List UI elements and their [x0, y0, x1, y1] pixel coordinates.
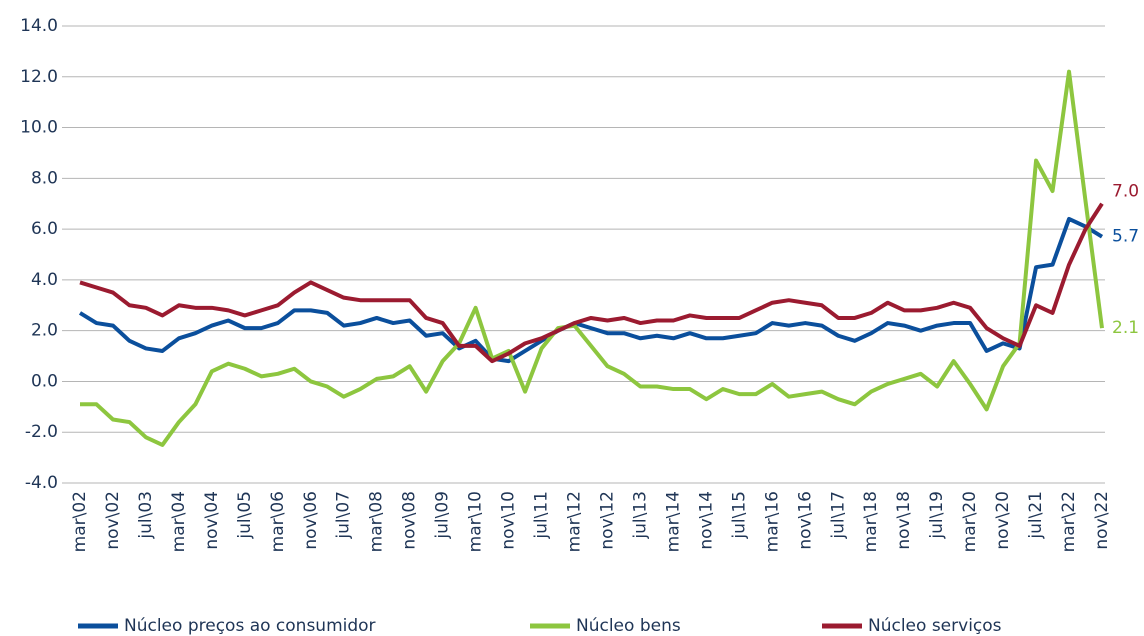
y-tick-label: -2.0: [25, 422, 58, 442]
x-tick-label: jul\15: [729, 491, 749, 540]
x-tick-label: jul\07: [334, 491, 354, 540]
y-tick-label: 0.0: [31, 371, 58, 391]
x-tick-label: jul\09: [433, 491, 453, 540]
x-tick-label: nov\04: [202, 491, 222, 550]
x-tick-label: nov\12: [597, 491, 617, 550]
x-tick-label: nov\02: [103, 491, 123, 550]
legend-label: Núcleo serviços: [868, 616, 1002, 636]
legend-label: Núcleo preços ao consumidor: [124, 616, 376, 636]
x-tick-label: mar\14: [663, 491, 683, 552]
x-tick-label: nov\16: [795, 491, 815, 550]
x-tick-label: mar\04: [169, 491, 189, 552]
x-tick-label: mar\22: [1059, 491, 1079, 552]
legend-item: Núcleo preços ao consumidor: [78, 616, 376, 636]
y-tick-label: 8.0: [31, 168, 58, 188]
data-label: 7.0: [1112, 182, 1139, 202]
data-label: 2.1: [1112, 318, 1139, 338]
x-tick-label: mar\12: [565, 491, 585, 552]
legend-label: Núcleo bens: [576, 616, 681, 636]
x-tick-label: mar\16: [762, 491, 782, 552]
x-tick-label: nov\18: [894, 491, 914, 550]
legend-item: Núcleo bens: [530, 616, 681, 636]
x-tick-label: jul\03: [136, 491, 156, 540]
x-tick-label: jul\13: [630, 491, 650, 540]
x-tick-label: nov\14: [696, 491, 716, 550]
x-tick-label: nov\06: [301, 491, 321, 550]
x-tick-label: jul\17: [828, 491, 848, 540]
x-tick-label: nov\20: [993, 491, 1013, 550]
series-line: [78, 216, 1104, 364]
x-tick-label: jul\11: [532, 491, 552, 540]
series-line: [79, 202, 1104, 364]
y-tick-label: -4.0: [25, 473, 58, 493]
y-tick-label: 10.0: [20, 118, 58, 138]
legend-item: Núcleo serviços: [822, 616, 1002, 636]
x-tick-label: nov\08: [400, 491, 420, 550]
x-tick-label: mar\10: [466, 491, 486, 552]
x-tick-label: nov\10: [499, 491, 519, 550]
x-tick-label: mar\20: [960, 491, 980, 552]
x-tick-label: nov\22: [1092, 491, 1112, 550]
x-tick-label: mar\18: [861, 491, 881, 552]
x-tick-label: mar\02: [70, 491, 90, 552]
x-tick-label: mar\08: [367, 491, 387, 552]
x-tick-label: jul\19: [927, 491, 947, 540]
y-tick-label: 4.0: [31, 270, 58, 290]
x-tick-label: mar\06: [268, 491, 288, 552]
y-tick-label: 6.0: [31, 219, 58, 239]
data-label: 5.7: [1112, 227, 1139, 247]
x-tick-label: jul\05: [235, 491, 255, 540]
y-tick-label: 12.0: [20, 67, 58, 87]
y-tick-label: 14.0: [20, 16, 58, 36]
series-line: [80, 69, 1104, 447]
x-tick-label: jul\21: [1026, 491, 1046, 540]
y-tick-label: 2.0: [31, 321, 58, 341]
